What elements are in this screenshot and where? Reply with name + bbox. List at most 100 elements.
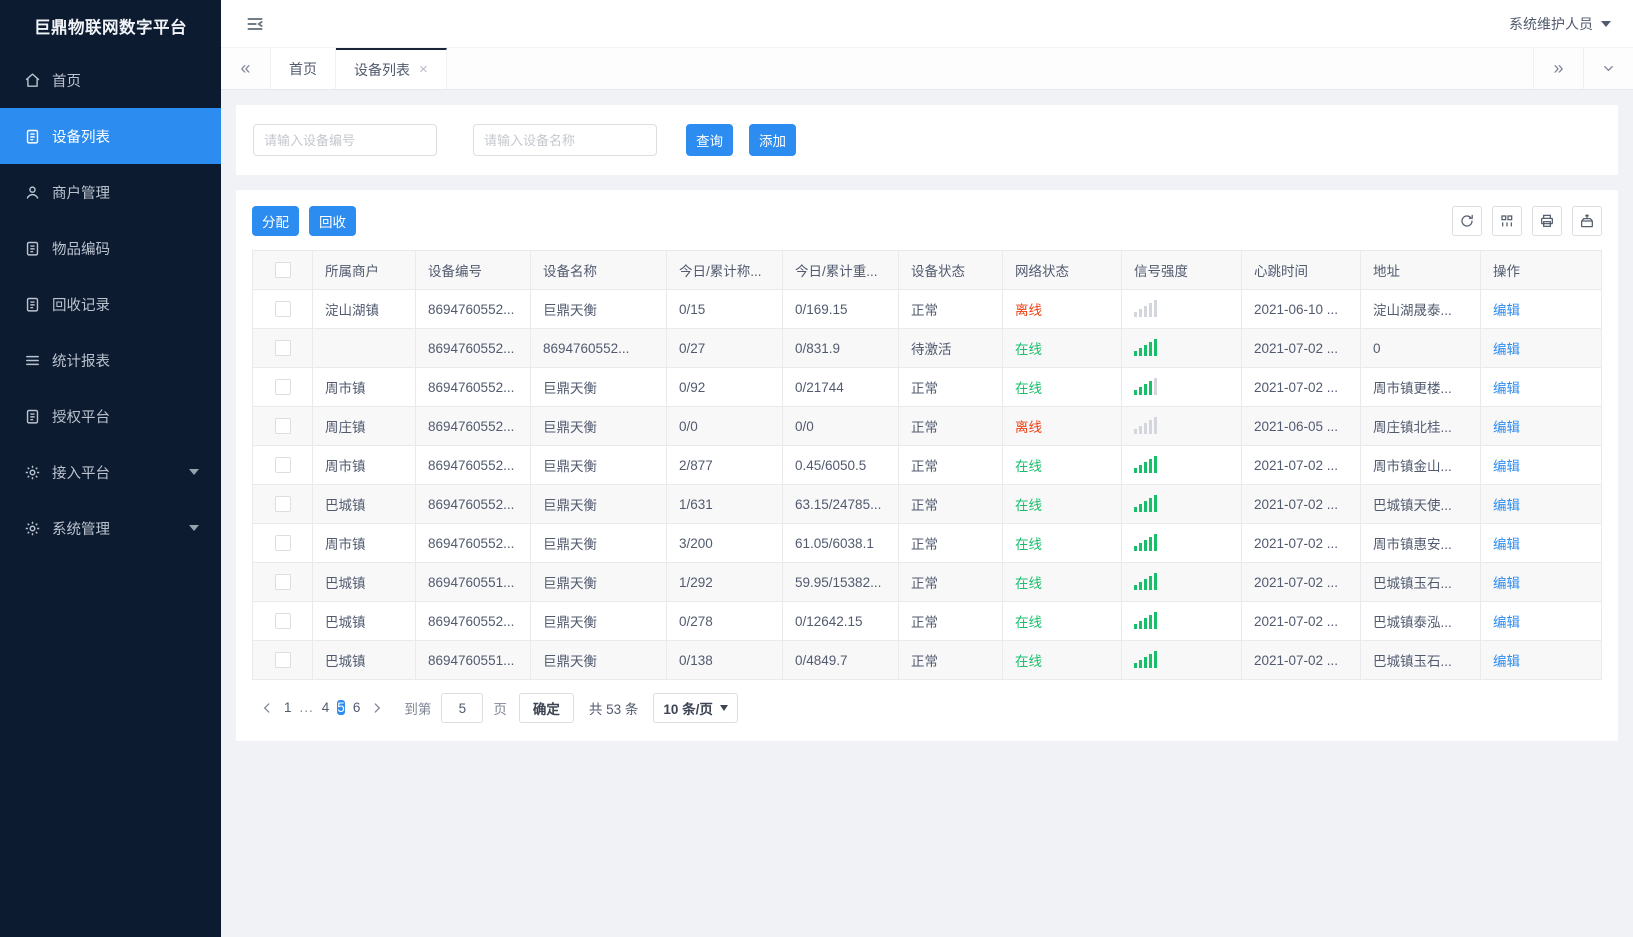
signal-strength-icon — [1134, 416, 1157, 434]
action-cell: 编辑 — [1480, 367, 1602, 407]
edit-link[interactable]: 编辑 — [1493, 576, 1520, 591]
sidebar-item-auth-platform[interactable]: 授权平台 — [0, 388, 221, 444]
assign-button[interactable]: 分配 — [252, 206, 299, 236]
edit-link[interactable]: 编辑 — [1493, 459, 1520, 474]
chevron-down-icon — [189, 469, 199, 475]
page-content: 查询 添加 分配 回收 所属商户设备编号设备名称今日/累计称...今日/累计重.… — [221, 90, 1633, 937]
row-checkbox[interactable] — [274, 457, 291, 474]
action-cell: 编辑 — [1480, 601, 1602, 641]
column-header: 今日/累计重... — [782, 250, 899, 290]
page-number-5[interactable]: 5 — [337, 700, 345, 715]
table-row: 巴城镇 8694760551... 巨鼎天衡 1/292 59.95/15382... 正… — [252, 562, 1602, 602]
sidebar-item-recycle-record[interactable]: 回收记录 — [0, 276, 221, 332]
query-button[interactable]: 查询 — [686, 124, 733, 156]
sidebar-item-item-code[interactable]: 物品编码 — [0, 220, 221, 276]
signal-cell — [1121, 445, 1242, 485]
tab-home[interactable]: 首页 — [271, 48, 336, 89]
sidebar-item-report[interactable]: 统计报表 — [0, 332, 221, 388]
search-panel: 查询 添加 — [236, 105, 1618, 175]
merchant-cell: 淀山湖镇 — [312, 289, 416, 329]
row-checkbox[interactable] — [274, 301, 291, 318]
select-all-checkbox[interactable] — [274, 262, 291, 279]
device-name-cell: 巨鼎天衡 — [530, 289, 667, 329]
device-name-cell: 巨鼎天衡 — [530, 523, 667, 563]
print-button[interactable] — [1532, 206, 1562, 236]
row-checkbox[interactable] — [274, 379, 291, 396]
list-icon — [24, 352, 41, 369]
edit-link[interactable]: 编辑 — [1493, 615, 1520, 630]
goto-confirm-button[interactable]: 确定 — [518, 693, 574, 723]
tab-close-icon[interactable]: × — [419, 61, 428, 78]
device-name-cell: 巨鼎天衡 — [530, 367, 667, 407]
column-header: 操作 — [1480, 250, 1602, 290]
device-table: 所属商户 设备编号 设备名称 今日/累计称... 今日/累计重... 设备状态 网络状态 信号… — [252, 250, 1602, 680]
signal-cell — [1121, 406, 1242, 446]
device-name-cell: 巨鼎天衡 — [530, 562, 667, 602]
prev-page-icon[interactable] — [254, 695, 280, 721]
refresh-button[interactable] — [1452, 206, 1482, 236]
page-number-4[interactable]: 4 — [321, 700, 330, 715]
add-button[interactable]: 添加 — [749, 124, 796, 156]
sidebar-item-system-manage[interactable]: 系统管理 — [0, 500, 221, 556]
table-row: 周市镇 8694760552... 巨鼎天衡 0/92 0/21744 正常 在线 2021-… — [252, 367, 1602, 407]
edit-link[interactable]: 编辑 — [1493, 420, 1520, 435]
page-size-select[interactable]: 10 条/页 — [653, 693, 738, 723]
action-cell: 编辑 — [1480, 406, 1602, 446]
today-weight-cell: 0.45/6050.5 — [782, 445, 899, 485]
edit-link[interactable]: 编辑 — [1493, 381, 1520, 396]
top-header: 系统维护人员 — [221, 0, 1633, 48]
sidebar-item-merchant-manage[interactable]: 商户管理 — [0, 164, 221, 220]
edit-link[interactable]: 编辑 — [1493, 303, 1520, 318]
row-checkbox[interactable] — [274, 340, 291, 357]
today-count-cell: 0/92 — [666, 367, 783, 407]
sidebar-item-home[interactable]: 首页 — [0, 52, 221, 108]
sidebar-item-access-platform[interactable]: 接入平台 — [0, 444, 221, 500]
row-checkbox[interactable] — [274, 535, 291, 552]
today-count-cell: 3/200 — [666, 523, 783, 563]
export-button[interactable] — [1572, 206, 1602, 236]
network-status-cell: 在线 — [1002, 328, 1122, 368]
device-no-input[interactable] — [253, 124, 437, 156]
edit-link[interactable]: 编辑 — [1493, 654, 1520, 669]
row-checkbox[interactable] — [274, 574, 291, 591]
columns-button[interactable] — [1492, 206, 1522, 236]
today-count-cell: 1/292 — [666, 562, 783, 602]
row-checkbox[interactable] — [274, 613, 291, 630]
user-menu[interactable]: 系统维护人员 — [1509, 14, 1611, 34]
column-header: 地址 — [1360, 250, 1481, 290]
column-header: 设备状态 — [898, 250, 1003, 290]
page-number-6[interactable]: 6 — [352, 700, 361, 715]
row-checkbox[interactable] — [274, 418, 291, 435]
heartbeat-cell: 2021-07-02 ... — [1241, 484, 1361, 524]
device-status-cell: 待激活 — [898, 328, 1003, 368]
edit-link[interactable]: 编辑 — [1493, 342, 1520, 357]
row-checkbox[interactable] — [274, 496, 291, 513]
next-page-icon[interactable] — [364, 695, 390, 721]
device-no-cell: 8694760552... — [415, 445, 531, 485]
row-checkbox[interactable] — [274, 652, 291, 669]
device-name-cell: 8694760552... — [530, 328, 667, 368]
tab-scroll-right-icon[interactable]: » — [1533, 48, 1583, 89]
device-name-input[interactable] — [473, 124, 657, 156]
tab-spacer — [447, 48, 1533, 89]
goto-page-input[interactable] — [441, 693, 484, 723]
network-status-cell: 在线 — [1002, 445, 1122, 485]
edit-link[interactable]: 编辑 — [1493, 537, 1520, 552]
device-status-cell: 正常 — [898, 367, 1003, 407]
tab-options-icon[interactable] — [1583, 48, 1633, 89]
column-header: 设备编号 — [415, 250, 531, 290]
sidebar-collapse-icon[interactable] — [245, 14, 265, 34]
recycle-button[interactable]: 回收 — [309, 206, 356, 236]
heartbeat-cell: 2021-07-02 ... — [1241, 328, 1361, 368]
tab-device-list[interactable]: 设备列表 × — [336, 48, 447, 89]
signal-strength-icon — [1134, 494, 1157, 512]
today-weight-cell: 0/12642.15 — [782, 601, 899, 641]
tab-scroll-left-icon[interactable]: « — [221, 48, 271, 89]
device-status-cell: 正常 — [898, 523, 1003, 563]
page-number-1[interactable]: 1 — [284, 700, 292, 715]
sidebar-item-label: 系统管理 — [52, 521, 110, 538]
edit-link[interactable]: 编辑 — [1493, 498, 1520, 513]
sidebar-item-device-list[interactable]: 设备列表 — [0, 108, 221, 164]
address-cell: 周市镇更楼... — [1360, 367, 1481, 407]
checkbox-cell — [252, 406, 313, 446]
